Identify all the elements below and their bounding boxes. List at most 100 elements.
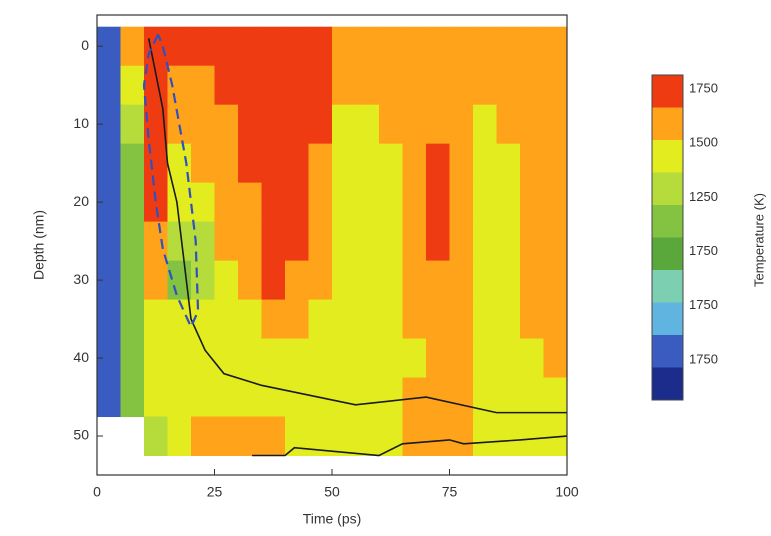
heat-cell	[261, 377, 286, 418]
heat-cell	[449, 182, 474, 223]
heat-cell	[120, 338, 145, 379]
heat-cell	[191, 26, 215, 67]
x-tick-label: 0	[93, 484, 101, 500]
heat-cell	[285, 260, 309, 301]
heat-cell	[402, 260, 427, 301]
heat-cell	[426, 338, 450, 379]
heat-cell	[473, 221, 497, 262]
heat-cell	[426, 299, 450, 340]
heat-cell	[308, 65, 333, 106]
heat-cell	[308, 104, 333, 145]
heat-cell	[496, 65, 521, 106]
heat-cell	[285, 26, 309, 67]
heat-cell	[355, 299, 380, 340]
heat-cell	[120, 260, 145, 301]
heat-cell	[191, 104, 215, 145]
heat-cell	[261, 221, 286, 262]
colorbar-label: 1250	[689, 189, 718, 204]
heat-cell	[332, 416, 356, 457]
heat-cell	[355, 221, 380, 262]
heat-cell	[285, 143, 309, 184]
colorbar-label: 1750	[689, 243, 718, 258]
heat-cell	[543, 104, 567, 145]
heat-cell	[308, 260, 333, 301]
heat-cell	[332, 221, 356, 262]
heat-cell	[238, 338, 262, 379]
heat-cell	[308, 143, 333, 184]
heat-cell	[379, 299, 403, 340]
heat-cell	[332, 260, 356, 301]
heat-cell	[261, 260, 286, 301]
heat-cell	[543, 221, 567, 262]
heat-cell	[285, 338, 309, 379]
heat-cell	[402, 299, 427, 340]
heat-cell	[332, 65, 356, 106]
heat-cell	[120, 65, 145, 106]
heat-cell	[261, 104, 286, 145]
heat-cell	[167, 338, 192, 379]
heat-cell	[308, 182, 333, 223]
heat-cell	[520, 26, 544, 67]
heat-cell	[191, 416, 215, 457]
heat-cell	[449, 26, 474, 67]
heat-cell	[543, 299, 567, 340]
heat-cell	[473, 377, 497, 418]
heat-cell	[120, 377, 145, 418]
heat-cell	[285, 65, 309, 106]
heat-cell	[144, 377, 168, 418]
heat-cell	[449, 143, 474, 184]
heat-cell	[214, 260, 239, 301]
heat-cell	[214, 416, 239, 457]
heat-cell	[97, 143, 121, 184]
heat-cell	[332, 299, 356, 340]
heat-cell	[543, 260, 567, 301]
y-tick-label: 10	[73, 115, 89, 131]
colorbar-swatch	[652, 237, 683, 271]
colorbar-swatch	[652, 270, 683, 303]
heat-cell	[426, 182, 450, 223]
y-tick-label: 30	[73, 271, 89, 287]
heat-cell	[473, 260, 497, 301]
heat-cell	[97, 221, 121, 262]
colorbar-swatch	[652, 107, 683, 141]
heat-cell	[214, 377, 239, 418]
heat-cell	[543, 26, 567, 67]
heat-cell	[308, 26, 333, 67]
heat-cell	[214, 299, 239, 340]
heat-cell	[355, 377, 380, 418]
heat-cell	[238, 416, 262, 457]
heat-cell	[238, 260, 262, 301]
heat-cell	[543, 143, 567, 184]
heat-cell	[355, 104, 380, 145]
colorbar-label: 1750	[689, 297, 718, 312]
heat-cell	[167, 65, 192, 106]
heat-cell	[402, 416, 427, 457]
heat-cell	[191, 143, 215, 184]
heat-cell	[520, 104, 544, 145]
heat-cell	[379, 377, 403, 418]
contour-line	[147, 38, 567, 414]
heat-cell	[402, 104, 427, 145]
heat-cell	[214, 65, 239, 106]
heat-cell	[496, 182, 521, 223]
heat-cell	[214, 104, 239, 145]
contour-line	[252, 435, 567, 457]
heat-cell	[167, 416, 192, 457]
heat-cell	[496, 338, 521, 379]
colorbar-frame	[651, 74, 684, 401]
heat-cell	[355, 338, 380, 379]
heat-cell	[379, 260, 403, 301]
heat-cell	[402, 65, 427, 106]
heat-cell	[473, 338, 497, 379]
heat-cell	[543, 338, 567, 379]
heat-cell	[144, 143, 168, 184]
colorbar-swatch	[652, 367, 683, 401]
heat-cell	[426, 65, 450, 106]
heat-cell	[191, 260, 215, 301]
heat-cell	[332, 26, 356, 67]
colorbar-title: Temperature (K)	[751, 193, 766, 287]
colorbar-swatch	[652, 75, 683, 108]
heat-cell	[496, 143, 521, 184]
heat-cell	[543, 65, 567, 106]
